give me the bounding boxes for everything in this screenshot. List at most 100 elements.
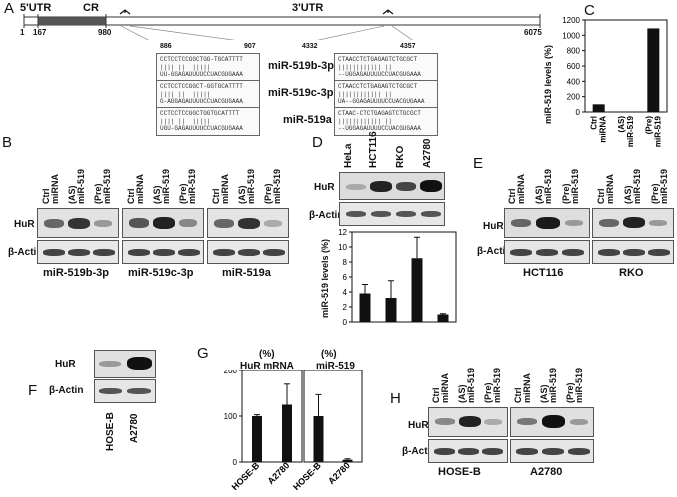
x-tick-label: miR-519 bbox=[626, 115, 635, 147]
lane-label: miR-519 bbox=[548, 367, 558, 403]
lane-label: miRNA bbox=[605, 173, 615, 204]
band bbox=[371, 211, 391, 217]
lane-label: miR-519 bbox=[466, 367, 476, 403]
coding-region bbox=[38, 17, 106, 25]
band bbox=[623, 217, 645, 228]
seq-line: CCTCCTCCGGCTGG-TGCATTTT bbox=[160, 56, 243, 63]
x-tick-label: HOSE-B bbox=[291, 460, 323, 490]
band bbox=[370, 181, 392, 192]
d-cell-hct116: HCT116 bbox=[368, 131, 379, 168]
mirna-label-519c: miR-519c-3p bbox=[268, 87, 334, 99]
bar bbox=[385, 298, 397, 322]
band bbox=[482, 448, 503, 455]
pos-4357: 4357 bbox=[400, 43, 416, 50]
band bbox=[565, 220, 583, 226]
e-group-rko: RKO bbox=[619, 267, 644, 279]
blot-b1-actin bbox=[37, 240, 119, 264]
band bbox=[542, 448, 564, 455]
band bbox=[536, 249, 558, 256]
band bbox=[536, 217, 560, 229]
panel-d-label: D bbox=[312, 134, 323, 151]
band bbox=[43, 249, 65, 256]
seq-line: CTAACCTCTGAGAGTCTGCGCT bbox=[338, 56, 418, 63]
band bbox=[127, 388, 151, 394]
d-cell-rko: RKO bbox=[395, 145, 406, 168]
pair-bars: |||| || ||||| bbox=[160, 117, 211, 125]
seq-line: CTAACCTCTGAGAGTCTGCGCT bbox=[338, 83, 418, 90]
y-tick-label: 200 bbox=[224, 370, 238, 375]
y-tick-label: 12 bbox=[338, 228, 347, 237]
d-cell-hela: HeLa bbox=[343, 143, 354, 168]
g-title1: HuR mRNA bbox=[240, 361, 294, 372]
g-title2: miR-519 bbox=[316, 361, 355, 372]
band bbox=[648, 249, 670, 256]
blot-e2-actin bbox=[592, 240, 674, 264]
blot-b2-actin bbox=[122, 240, 204, 264]
band bbox=[127, 357, 152, 370]
band bbox=[238, 218, 260, 229]
bar bbox=[437, 314, 449, 322]
x-tick-label: Ctrl bbox=[590, 116, 599, 130]
band bbox=[421, 211, 441, 217]
lane-label: miR-519 bbox=[492, 367, 502, 403]
pos-167: 167 bbox=[33, 28, 47, 37]
b-group-519a: miR-519a bbox=[222, 267, 271, 279]
blot-e2-hur bbox=[592, 208, 674, 238]
band bbox=[623, 249, 645, 256]
mirna-label-519b: miR-519b-3p bbox=[268, 60, 335, 72]
seq-line: --UGGAGAUUUUCCUACGUGAAA bbox=[338, 125, 421, 132]
y-tick-label: 0 bbox=[576, 108, 581, 117]
band bbox=[649, 220, 667, 226]
band bbox=[68, 218, 90, 229]
panel-d-chart: 0 2 4 6 8 10 12 bbox=[338, 228, 457, 326]
seq-line: CCTCCTCCGGCTGGTGCATTTT bbox=[160, 110, 240, 117]
lane-label: miRNA bbox=[522, 372, 532, 403]
zoom-line-1a bbox=[120, 25, 149, 40]
f-hur-label: HuR bbox=[55, 359, 76, 370]
blot-b2-hur bbox=[122, 208, 204, 238]
bar bbox=[252, 416, 262, 462]
cr-label: CR bbox=[83, 2, 99, 14]
blot-h1-actin bbox=[428, 439, 508, 463]
seq-line: --UGGAGAUUUUCCUACGUGAAA bbox=[338, 71, 421, 78]
band bbox=[213, 249, 235, 256]
band bbox=[238, 249, 260, 256]
pair-bars: |||||||||||| || bbox=[338, 90, 393, 98]
blot-d-actin bbox=[339, 202, 445, 226]
plot-frame bbox=[241, 370, 303, 463]
band bbox=[346, 184, 366, 190]
alignment-box-519c-right: CTAACCTCTGAGAGTCTGCGCT |||||||||||| || U… bbox=[334, 80, 438, 109]
panel-e-label: E bbox=[473, 155, 484, 172]
alignment-box-519a-left: CCTCCTCCGGCTGGTGCATTTT |||| || ||||| UGU… bbox=[156, 107, 260, 136]
blot-b3-hur bbox=[207, 208, 289, 238]
x-tick-label: A2780 bbox=[326, 460, 352, 486]
f-actin-label: β-Actin bbox=[49, 385, 84, 396]
bar bbox=[647, 28, 660, 112]
f-cell-hose-b: HOSE-B bbox=[105, 412, 116, 451]
lane-label: miRNA bbox=[135, 173, 145, 204]
lane-label: miRNA bbox=[516, 173, 526, 204]
band bbox=[68, 249, 90, 256]
lane-label: miR-519 bbox=[161, 168, 171, 204]
band bbox=[562, 249, 584, 256]
y-tick-label: 100 bbox=[224, 412, 238, 421]
blot-h2-hur bbox=[510, 407, 594, 437]
y-tick-label: 4 bbox=[343, 288, 348, 297]
band bbox=[435, 418, 455, 425]
zoom-line-2b bbox=[391, 25, 413, 40]
band bbox=[598, 249, 620, 256]
blot-b1-hur bbox=[37, 208, 119, 238]
bar bbox=[342, 459, 353, 462]
bar bbox=[359, 293, 371, 322]
bar bbox=[313, 416, 324, 462]
band bbox=[153, 217, 175, 229]
zoom-line-1b bbox=[129, 25, 236, 40]
y-tick-label: 2 bbox=[343, 303, 348, 312]
b-group-519b: miR-519b-3p bbox=[43, 267, 110, 279]
y-tick-label: 1000 bbox=[562, 31, 580, 40]
blot-d-hur bbox=[339, 172, 445, 200]
g-title1-pct: (%) bbox=[259, 349, 275, 360]
panel-f-label: F bbox=[28, 382, 38, 399]
band bbox=[128, 249, 150, 256]
band bbox=[434, 448, 455, 455]
